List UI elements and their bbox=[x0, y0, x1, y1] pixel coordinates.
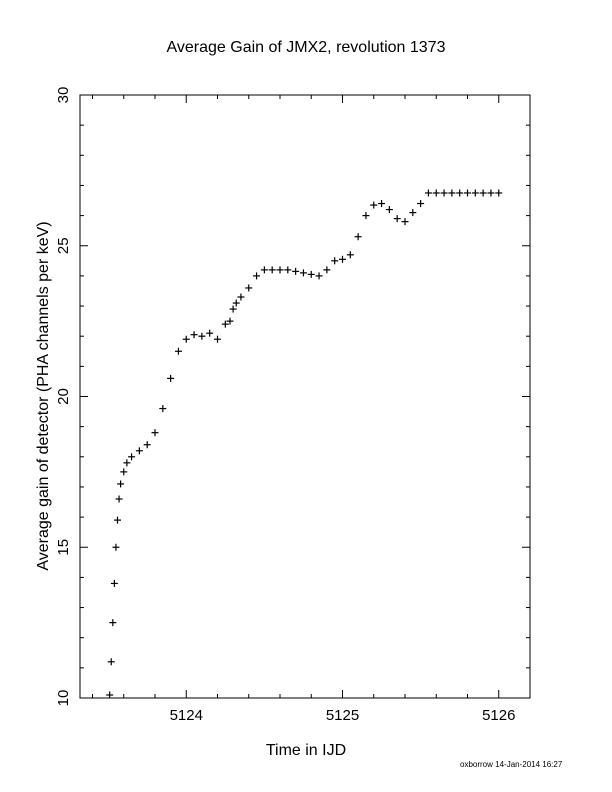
data-point bbox=[495, 189, 503, 197]
data-point bbox=[214, 335, 221, 343]
y-tick-label: 30 bbox=[55, 87, 72, 104]
data-point bbox=[276, 266, 284, 274]
data-point bbox=[440, 189, 448, 197]
data-point bbox=[315, 272, 323, 280]
y-tick-label: 20 bbox=[55, 388, 72, 405]
data-point bbox=[174, 347, 182, 355]
data-point bbox=[117, 480, 125, 488]
data-point bbox=[409, 209, 417, 217]
x-tick-label: 5125 bbox=[326, 707, 359, 724]
data-point bbox=[401, 218, 409, 226]
data-point bbox=[292, 267, 300, 275]
data-point bbox=[268, 266, 276, 274]
footer-timestamp: oxborrow 14-Jan-2014 16:27 bbox=[460, 760, 563, 769]
data-point bbox=[159, 405, 167, 413]
data-point bbox=[110, 579, 118, 587]
data-point bbox=[245, 284, 253, 292]
data-point bbox=[471, 189, 479, 197]
y-tick-label: 25 bbox=[55, 237, 72, 254]
data-point bbox=[143, 441, 151, 449]
chart-title: Average Gain of JMX2, revolution 1373 bbox=[167, 39, 446, 56]
x-tick-label: 5124 bbox=[170, 707, 203, 724]
data-point bbox=[424, 189, 432, 197]
y-tick-label: 10 bbox=[55, 690, 72, 707]
data-point bbox=[128, 453, 136, 461]
data-point bbox=[198, 332, 206, 340]
data-point bbox=[385, 206, 393, 214]
data-point bbox=[135, 447, 143, 455]
y-axis-ticks: 10 15 20 25 30 bbox=[55, 87, 530, 707]
data-point bbox=[417, 200, 425, 208]
x-tick-label: 5126 bbox=[482, 707, 515, 724]
data-point bbox=[151, 429, 159, 437]
x-axis-ticks: 5124 5125 5126 bbox=[92, 95, 531, 724]
data-point bbox=[182, 335, 190, 343]
data-point bbox=[226, 317, 234, 325]
data-point bbox=[232, 299, 240, 307]
data-point bbox=[284, 266, 292, 274]
data-point bbox=[112, 543, 120, 551]
data-point bbox=[109, 619, 117, 627]
y-tick-label: 15 bbox=[55, 539, 72, 556]
data-point bbox=[323, 266, 331, 274]
data-point bbox=[331, 257, 339, 265]
data-point bbox=[370, 201, 378, 209]
x-axis-label: Time in IJD bbox=[266, 742, 346, 759]
data-point bbox=[393, 215, 401, 223]
data-point bbox=[107, 658, 115, 666]
data-points bbox=[106, 189, 503, 699]
data-point bbox=[479, 189, 487, 197]
data-point bbox=[221, 320, 229, 328]
data-point bbox=[190, 331, 198, 339]
data-point bbox=[206, 329, 214, 337]
y-axis-label: Average gain of detector (PHA channels p… bbox=[35, 221, 52, 570]
data-point bbox=[123, 459, 131, 467]
data-point bbox=[432, 189, 440, 197]
data-point bbox=[229, 305, 237, 313]
data-point bbox=[114, 516, 121, 524]
data-point bbox=[464, 189, 471, 197]
data-point bbox=[487, 189, 495, 197]
data-point bbox=[354, 233, 362, 241]
plot-frame bbox=[79, 94, 531, 699]
data-point bbox=[346, 251, 354, 259]
data-point bbox=[253, 272, 261, 280]
data-point bbox=[167, 374, 175, 382]
data-point bbox=[362, 212, 370, 220]
data-point bbox=[378, 200, 386, 208]
data-point bbox=[237, 293, 245, 301]
data-point bbox=[115, 495, 123, 503]
data-point bbox=[307, 270, 315, 278]
data-point bbox=[448, 189, 456, 197]
data-point bbox=[299, 269, 307, 277]
data-point bbox=[120, 468, 128, 476]
data-point bbox=[339, 255, 346, 263]
data-point bbox=[106, 691, 114, 699]
data-point bbox=[456, 189, 464, 197]
data-point bbox=[260, 266, 268, 274]
